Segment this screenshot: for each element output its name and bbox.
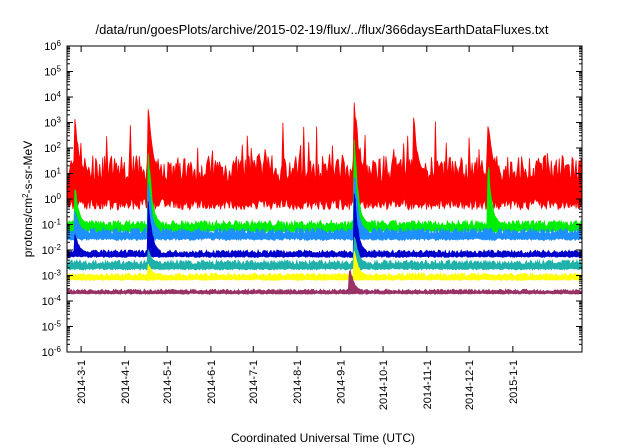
x-axis-label: Coordinated Universal Time (UTC) xyxy=(231,431,415,445)
y-tick-label-11: 105 xyxy=(44,64,61,79)
y-tick-label-0: 10-6 xyxy=(42,345,62,360)
chart-title: /data/run/goesPlots/archive/2015-02-19/f… xyxy=(95,22,548,37)
y-tick-label-4: 10-2 xyxy=(42,243,62,258)
x-axis: 2014-3-1 2014-4-1 2014-5-1 2014-6-1 2014-7-1… xyxy=(76,46,520,410)
y-tick-label-2: 10-4 xyxy=(42,294,62,309)
x-tick-label-5: 2014-8-1 xyxy=(292,360,304,404)
x-tick-label-3: 2014-6-1 xyxy=(206,360,218,404)
y-tick-label-7: 101 xyxy=(44,166,61,181)
y-axis-label-base: protons/cm xyxy=(21,198,35,257)
y-axis: 10-6 10-5 10-4 10-3 10-2 10-1 100 101 102 103 104 1… xyxy=(42,39,582,360)
x-tick-label-10: 2015-1-1 xyxy=(508,360,520,404)
y-tick-label-8: 102 xyxy=(44,141,61,156)
y-axis-label-sup: 2 xyxy=(21,193,30,198)
x-tick-label-4: 2014-7-1 xyxy=(248,360,260,404)
x-tick-label-8: 2014-11-1 xyxy=(422,360,434,409)
x-tick-label-2: 2014-5-1 xyxy=(162,360,174,404)
y-axis-label: protons/cm2-s-sr-MeV xyxy=(21,141,36,257)
x-tick-label-0: 2014-3-1 xyxy=(76,360,88,404)
y-tick-label-5: 10-1 xyxy=(42,217,62,232)
x-tick-label-9: 2014-12-1 xyxy=(464,360,476,410)
y-tick-label-9: 103 xyxy=(44,115,61,130)
series-0-band xyxy=(66,102,583,211)
y-tick-label-12: 106 xyxy=(44,39,61,54)
x-tick-label-1: 2014-4-1 xyxy=(120,360,132,404)
y-tick-label-6: 100 xyxy=(44,192,61,207)
x-tick-label-6: 2014-9-1 xyxy=(336,360,348,404)
x-tick-label-7: 2014-10-1 xyxy=(378,360,390,410)
y-tick-label-10: 104 xyxy=(44,90,61,105)
y-tick-label-3: 10-3 xyxy=(42,268,62,283)
y-tick-label-1: 10-5 xyxy=(42,319,62,334)
y-axis-label-rest: -s-sr-MeV xyxy=(21,141,35,194)
series-layer xyxy=(66,102,583,295)
